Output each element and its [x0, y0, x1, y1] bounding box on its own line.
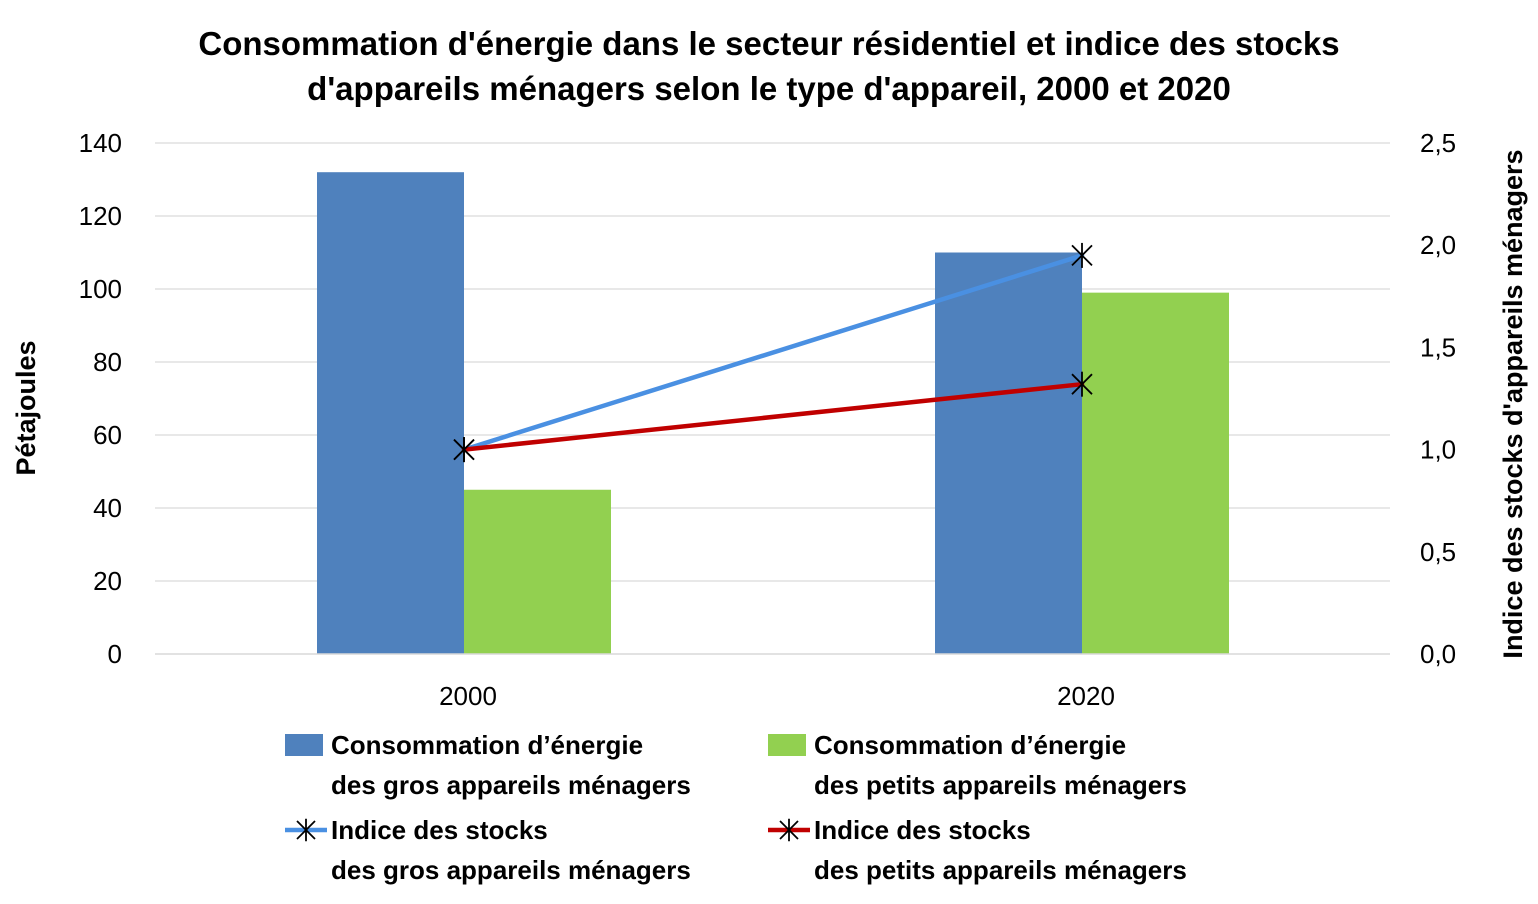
y-tick-label: 120	[79, 201, 122, 231]
axis-titles: Pétajoules Indice des stocks d'appareils…	[11, 149, 1528, 658]
y-tick-label: 20	[93, 566, 122, 596]
legend-label: Consommation d’énergie	[331, 730, 643, 760]
y2-tick-label: 0,0	[1420, 639, 1456, 669]
y-tick-label: 0	[108, 639, 122, 669]
y-tick-label: 60	[93, 420, 122, 450]
legend-swatch	[768, 734, 806, 756]
y2-tick-label: 2,5	[1420, 128, 1456, 158]
y2-tick-label: 1,0	[1420, 435, 1456, 465]
chart-title-line-1: Consommation d'énergie dans le secteur r…	[198, 25, 1339, 62]
y-axis-title: Pétajoules	[11, 340, 41, 475]
y2-axis-title: Indice des stocks d'appareils ménagers	[1498, 149, 1528, 658]
y-tick-label: 140	[79, 128, 122, 158]
bar-gros-2000	[317, 172, 464, 654]
legend-marker	[296, 818, 316, 842]
bar-gros-2020	[935, 252, 1082, 654]
line-petits	[461, 381, 1085, 452]
legend-item-3: Indice des stocks des gros appareils ména…	[285, 815, 691, 885]
y2-tick-label: 2,0	[1420, 230, 1456, 260]
x-tick-label: 2000	[439, 681, 497, 711]
legend-label: des gros appareils ménagers	[331, 770, 691, 800]
legend-label: Consommation d’énergie	[814, 730, 1126, 760]
y-tick-label: 80	[93, 347, 122, 377]
y2-tick-label: 1,5	[1420, 332, 1456, 362]
bar-petits-2000	[464, 489, 611, 654]
legend-label: des petits appareils ménagers	[814, 770, 1187, 800]
y-tick-label: 40	[93, 493, 122, 523]
legend-item-2: Consommation d’énergie des petits apparei…	[768, 730, 1187, 800]
legend-swatch	[285, 734, 323, 756]
point-gros-2020	[1071, 242, 1093, 268]
legend-label: Indice des stocks	[814, 815, 1031, 845]
line-gros	[461, 253, 1085, 452]
point-petits-2000	[453, 437, 475, 463]
y-tick-label: 100	[79, 274, 122, 304]
legend: Consommation d’énergie des gros appareils…	[285, 730, 1187, 885]
x-tick-label: 2020	[1057, 681, 1115, 711]
y2-tick-label: 0,5	[1420, 537, 1456, 567]
bars-group	[317, 172, 1229, 654]
point-petits-2020	[1071, 371, 1093, 397]
bar-petits-2020	[1082, 292, 1229, 654]
legend-label: des petits appareils ménagers	[814, 855, 1187, 885]
legend-item-4: Indice des stocks des petits appareils mé…	[768, 815, 1187, 885]
legend-marker	[779, 818, 799, 842]
chart-title-line-2: d'appareils ménagers selon le type d'app…	[307, 70, 1231, 107]
lines-group	[453, 242, 1093, 463]
legend-item-1: Consommation d’énergie des gros appareils…	[285, 730, 691, 800]
tick-labels: 0 20 40 60 80 100 120 140 0,0 0,5 1,0 1,5 2,0 2,5 2000…	[79, 128, 1457, 711]
legend-label: des gros appareils ménagers	[331, 855, 691, 885]
legend-label: Indice des stocks	[331, 815, 548, 845]
chart-title: Consommation d'énergie dans le secteur r…	[198, 25, 1339, 107]
